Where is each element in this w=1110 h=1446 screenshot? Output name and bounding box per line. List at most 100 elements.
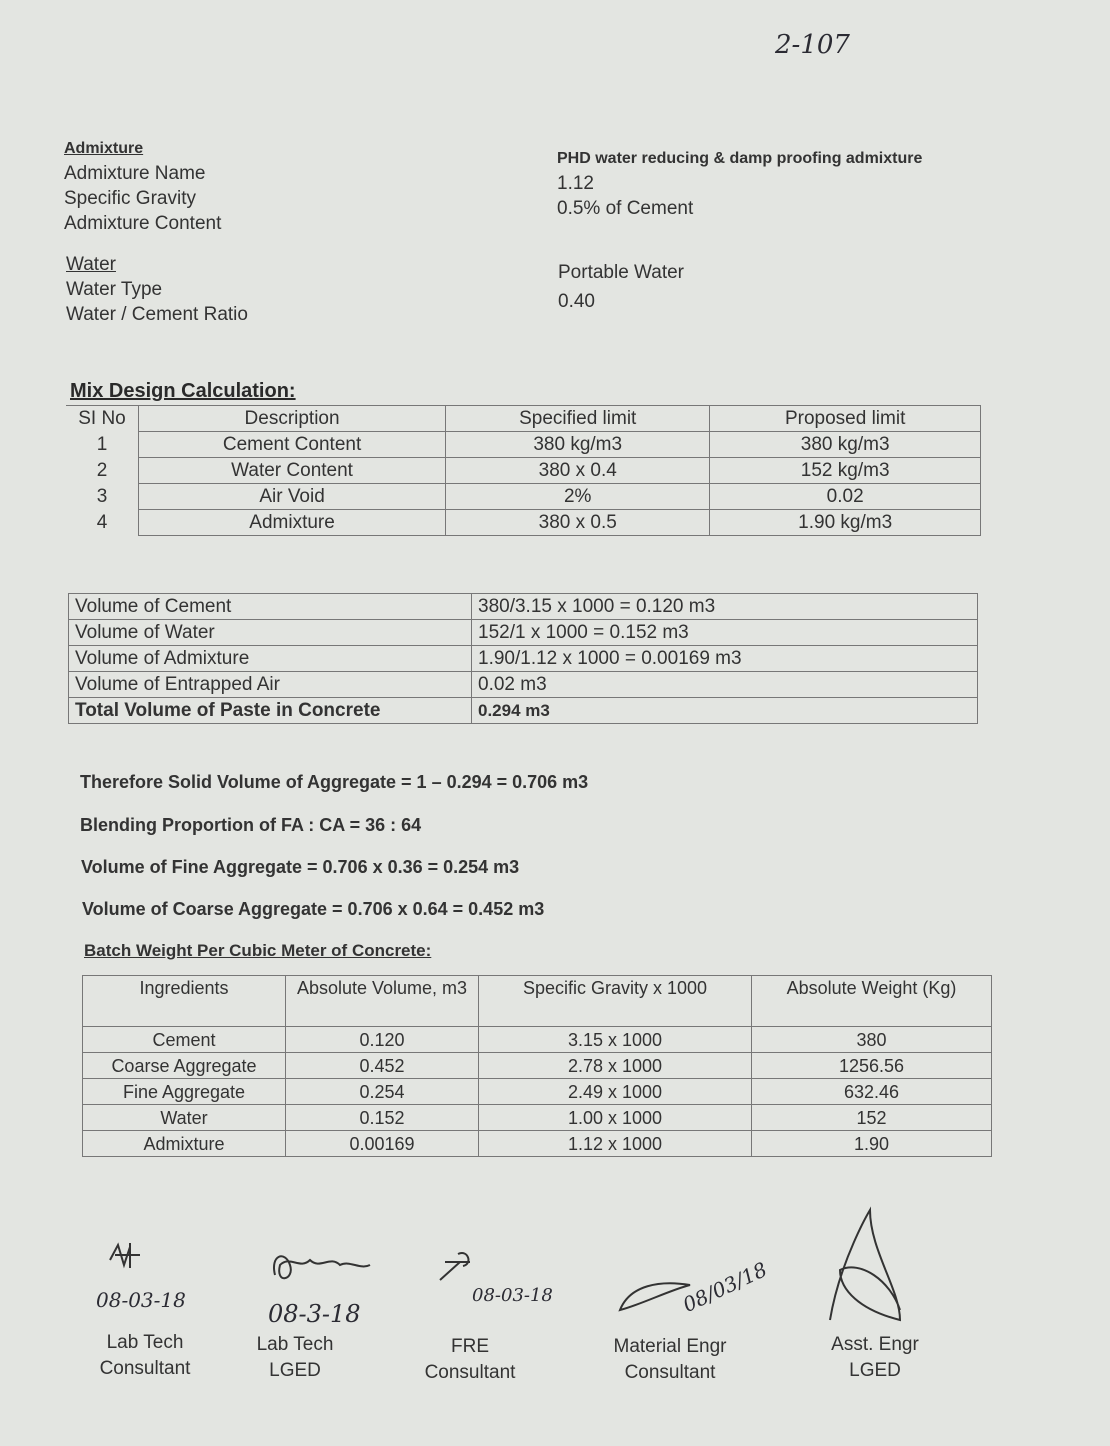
- cell: 152: [751, 1104, 992, 1131]
- signature-5: [829, 1206, 902, 1322]
- page-reference: 2-107: [775, 30, 850, 60]
- cell: 1.90/1.12 x 1000 = 0.00169 m3: [471, 645, 978, 672]
- cell: 1: [96, 433, 108, 455]
- cell: 0.254: [285, 1078, 479, 1105]
- cell: 0.152: [285, 1104, 479, 1131]
- specific-gravity-label: Specific Gravity: [64, 188, 196, 209]
- admixture-content-label: Admixture Content: [64, 213, 222, 234]
- cell: 1256.56: [751, 1052, 992, 1079]
- col-description: Description: [137, 405, 447, 432]
- wc-ratio-label: Water / Cement Ratio: [66, 304, 248, 325]
- signatory-fre-consultant: FRE Consultant: [410, 1334, 530, 1386]
- cell: Admixture: [137, 509, 447, 536]
- org: Consultant: [99, 1358, 191, 1379]
- cell: 4: [96, 511, 108, 533]
- cell: 152 kg/m3: [709, 457, 981, 484]
- col-specific-gravity: Specific Gravity x 1000: [478, 975, 752, 1027]
- admixture-name-value: PHD water reducing & damp proofing admix…: [557, 150, 923, 167]
- cell: Air Void: [137, 483, 447, 510]
- cell: 3: [96, 485, 108, 507]
- admixture-heading: Admixture: [64, 140, 144, 157]
- col-proposed-limit: Proposed limit: [709, 405, 981, 432]
- cell: Volume of Admixture: [68, 645, 472, 672]
- cell: 0.452: [285, 1052, 479, 1079]
- role: Asst. Engr: [831, 1334, 919, 1355]
- signature-2: [273, 1255, 371, 1280]
- water-section: Water Water Type Water / Cement Ratio: [66, 252, 248, 327]
- org: Consultant: [624, 1362, 716, 1383]
- calc-solid-volume: Therefore Solid Volume of Aggregate = 1 …: [80, 772, 589, 792]
- table-row: Volume of Entrapped Air 0.02 m3: [68, 671, 978, 698]
- signature-3: [439, 1252, 470, 1281]
- cell: Water: [82, 1104, 286, 1131]
- org: LGED: [849, 1360, 901, 1381]
- table-row: Coarse Aggregate 0.452 2.78 x 1000 1256.56: [82, 1052, 992, 1079]
- cell: Volume of Water: [68, 619, 472, 646]
- signatory-asst-engr: Asst. Engr LGED: [810, 1332, 940, 1384]
- cell: 380 x 0.4: [445, 457, 711, 484]
- batch-heading: Batch Weight Per Cubic Meter of Concrete…: [84, 941, 432, 960]
- cell: 380: [751, 1026, 992, 1053]
- signature-marks: [109, 1206, 902, 1322]
- cell: 0.02: [709, 483, 981, 510]
- table-row: Volume of Water 152/1 x 1000 = 0.152 m3: [68, 619, 978, 646]
- water-values: Portable Water 0.40: [558, 258, 684, 316]
- table-row: Volume of Cement 380/3.15 x 1000 = 0.120 …: [68, 593, 978, 620]
- table-row: 1 Cement Content 380 kg/m3 380 kg/m3: [66, 431, 981, 458]
- cell: 2.49 x 1000: [478, 1078, 752, 1105]
- signature-1: [109, 1242, 140, 1269]
- cell: Cement Content: [137, 431, 447, 458]
- col-absolute-weight: Absolute Weight (Kg): [751, 975, 992, 1027]
- cell: Volume of Entrapped Air: [68, 671, 472, 698]
- cell: 2.78 x 1000: [478, 1052, 752, 1079]
- cell: Coarse Aggregate: [82, 1052, 286, 1079]
- cell: 0.00169: [285, 1130, 479, 1157]
- admixture-content-value: 0.5% of Cement: [557, 198, 694, 219]
- water-type-value: Portable Water: [558, 262, 685, 283]
- role: Lab Tech: [256, 1334, 334, 1355]
- cell: Admixture: [82, 1130, 286, 1157]
- cell: 380 kg/m3: [709, 431, 981, 458]
- role: Material Engr: [613, 1336, 727, 1357]
- cell: 380 x 0.5: [445, 509, 711, 536]
- admixture-section: Admixture Admixture Name Specific Gravit…: [64, 136, 221, 236]
- cell: Fine Aggregate: [82, 1078, 286, 1105]
- table-row: 2 Water Content 380 x 0.4 152 kg/m3: [66, 457, 981, 484]
- mix-design-table: SI No Description Specified limit Propos…: [66, 405, 981, 536]
- cell: 380 kg/m3: [445, 431, 711, 458]
- table-row: Volume of Admixture 1.90/1.12 x 1000 = 0.…: [68, 645, 978, 672]
- calc-fine-aggregate: Volume of Fine Aggregate = 0.706 x 0.36 …: [81, 857, 520, 877]
- col-ingredients: Ingredients: [82, 975, 286, 1027]
- batch-weight-table: Ingredients Absolute Volume, m3 Specific…: [82, 975, 992, 1157]
- table-row: Cement 0.120 3.15 x 1000 380: [82, 1026, 992, 1053]
- calc-coarse-aggregate: Volume of Coarse Aggregate = 0.706 x 0.6…: [82, 899, 545, 919]
- calc-blending: Blending Proportion of FA : CA = 36 : 64: [80, 815, 422, 835]
- admixture-name-label: Admixture Name: [64, 163, 206, 184]
- cell: 0.120: [285, 1026, 479, 1053]
- wc-ratio-value: 0.40: [558, 291, 595, 312]
- signature-date-3: 08-03-18: [472, 1285, 553, 1306]
- signatory-material-engr: Material Engr Consultant: [595, 1334, 745, 1386]
- cell: 1.90: [751, 1130, 992, 1157]
- mix-design-heading: Mix Design Calculation:: [70, 380, 296, 402]
- signature-date-2: 08-3-18: [268, 1300, 361, 1328]
- signature-date-1: 08-03-18: [96, 1288, 186, 1312]
- specific-gravity-value: 1.12: [557, 173, 594, 194]
- cell: 632.46: [751, 1078, 992, 1105]
- signatory-lab-tech-consultant: Lab Tech Consultant: [90, 1330, 200, 1382]
- table-row: Fine Aggregate 0.254 2.49 x 1000 632.46: [82, 1078, 992, 1105]
- org: Consultant: [424, 1362, 516, 1383]
- water-type-label: Water Type: [66, 279, 163, 300]
- col-specified-limit: Specified limit: [445, 405, 711, 432]
- cell: 380/3.15 x 1000 = 0.120 m3: [471, 593, 978, 620]
- org: LGED: [269, 1360, 321, 1381]
- cell: 1.12 x 1000: [478, 1130, 752, 1157]
- role: Lab Tech: [106, 1332, 184, 1353]
- cell: Water Content: [137, 457, 447, 484]
- cell: 0.02 m3: [471, 671, 978, 698]
- volume-table: Volume of Cement 380/3.15 x 1000 = 0.120 …: [68, 593, 978, 724]
- role: FRE: [451, 1336, 489, 1357]
- admixture-values: PHD water reducing & damp proofing admix…: [557, 146, 922, 221]
- col-absolute-volume: Absolute Volume, m3: [285, 975, 479, 1027]
- cell: 1.00 x 1000: [478, 1104, 752, 1131]
